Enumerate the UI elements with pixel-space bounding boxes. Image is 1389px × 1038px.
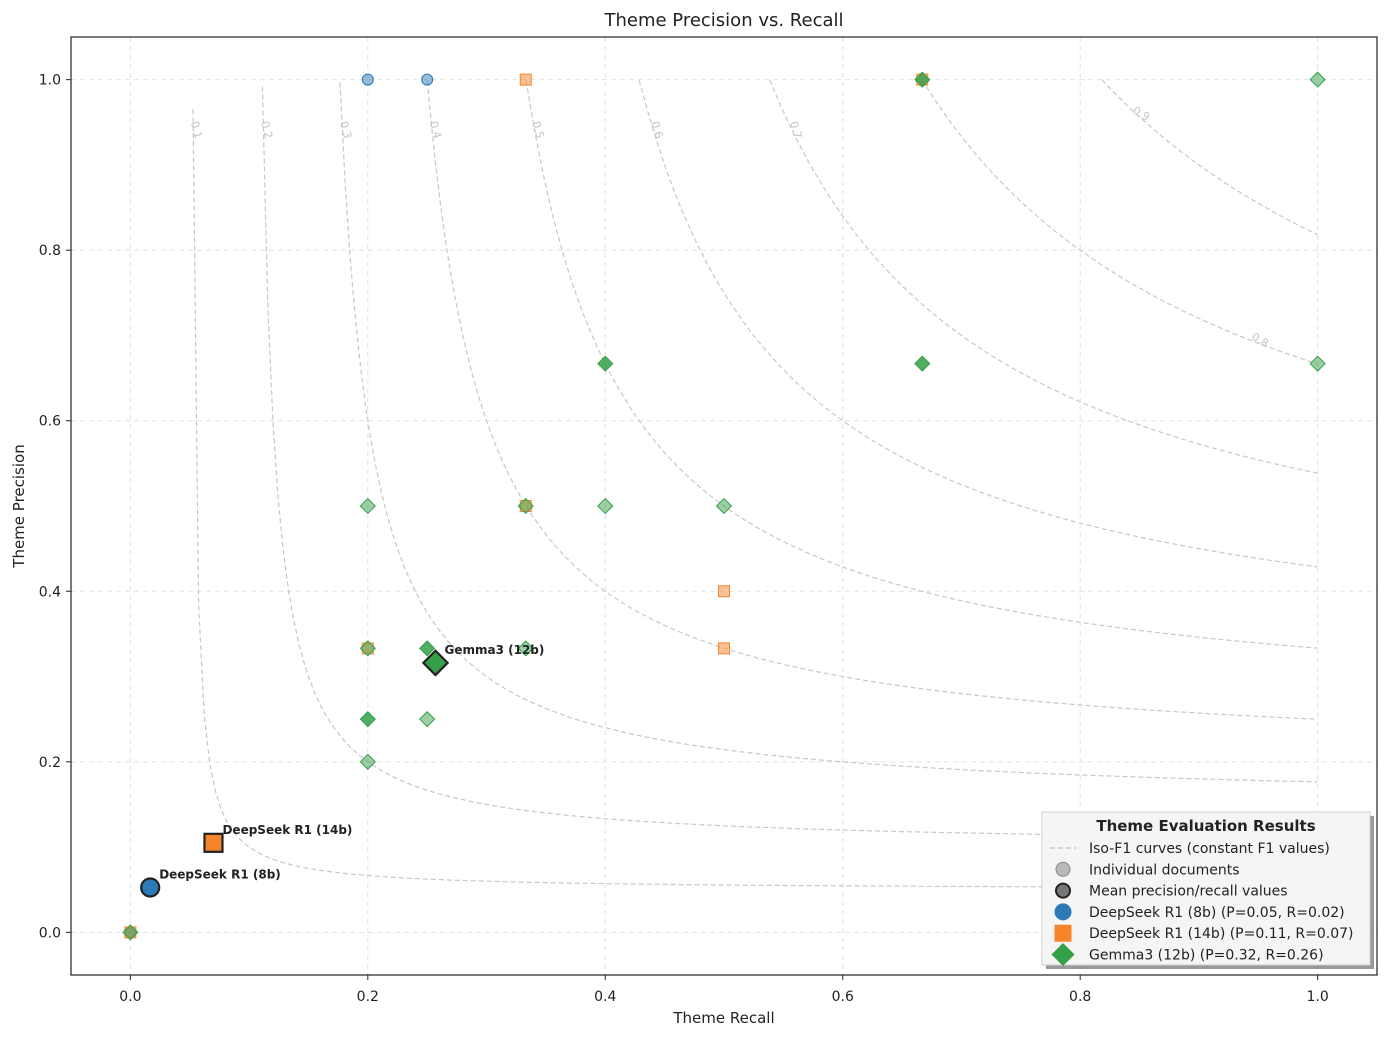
iso-f1-label: 0.8 [1249,330,1271,350]
x-axis-label: Theme Recall [672,1009,774,1027]
x-tick-label: 0.8 [1069,989,1091,1005]
mean-marker-circle [140,877,161,898]
data-point-diamond [359,640,376,657]
data-point-diamond [1309,71,1326,88]
plot-frame [70,36,1378,976]
y-tick-label: 1.0 [39,73,61,89]
y-tick-label: 0.8 [39,243,61,259]
data-point-square [519,73,532,86]
iso-f1-curve [525,80,1318,649]
data-point-diamond [419,640,436,657]
x-tick-label: 0.6 [832,989,854,1005]
mean-annotation: DeepSeek R1 (14b) [222,823,352,837]
legend-series-swatch [1054,903,1072,921]
data-point-square [718,585,730,598]
legend-entry: Gemma3 (12b) (P=0.32, R=0.26) [1089,948,1324,964]
y-axis-ticks: 0.0 0.2 0.4 0.6 0.8 1.0 [39,73,71,941]
data-point-diamond [359,497,376,515]
data-point-square [718,642,730,655]
legend-box [1041,811,1371,966]
x-tick-label: 1.0 [1307,989,1329,1005]
iso-f1-curve [192,109,1318,889]
y-axis-label: Theme Precision [10,444,28,568]
data-point-diamond [517,640,534,657]
iso-f1-label: 0.5 [530,120,547,140]
y-tick-label: 0.2 [39,755,61,771]
legend-individual-swatch [1055,861,1071,877]
document-points [122,71,1326,941]
iso-f1-curves: 0.1 0.2 0.3 0.4 0.5 0.6 0.7 0.8 0.9 [188,79,1318,889]
iso-f1-label: 0.7 [787,120,804,140]
legend-series-swatch [1054,924,1072,942]
iso-f1-label: 0.6 [648,120,665,140]
legend-title: Theme Evaluation Results [1096,817,1315,835]
data-point-diamond [914,355,931,372]
legend-entry: Iso-F1 curves (constant F1 values) [1089,841,1330,857]
legend-entry: Individual documents [1089,862,1240,878]
mean-annotation: Gemma3 (12b) [444,643,544,657]
data-point-diamond [1309,355,1326,372]
data-point-diamond [914,71,931,88]
mean-annotation: DeepSeek R1 (8b) [159,868,281,882]
x-tick-label: 0.4 [594,989,616,1005]
mean-marker-square [203,832,224,853]
legend-mean-swatch [1055,882,1071,899]
data-point-diamond [715,497,733,515]
y-tick-label: 0.6 [39,414,61,430]
y-tick-label: 0.4 [39,584,61,600]
chart-title: Theme Precision vs. Recall [603,10,843,31]
data-point-diamond [122,924,139,941]
data-point-circle [361,73,374,86]
iso-f1-label: 0.3 [337,120,354,140]
data-point-diamond [359,753,376,770]
x-tick-label: 0.0 [119,989,141,1005]
y-tick-label: 0.0 [39,925,61,941]
mean-annotations: DeepSeek R1 (8b) DeepSeek R1 (14b) Gemma3 … [159,643,544,882]
legend-series-swatch [1051,942,1075,967]
iso-f1-label: 0.1 [188,120,205,140]
iso-f1-label: 0.4 [427,120,444,140]
iso-f1-curve [261,86,1318,839]
legend-entry: DeepSeek R1 (14b) (P=0.11, R=0.07) [1089,926,1354,942]
data-point-circle [421,73,434,86]
data-point-diamond [597,497,614,515]
data-point-diamond [359,711,376,728]
iso-f1-curve [638,79,1318,568]
iso-f1-curve [339,82,1318,783]
legend-entry: DeepSeek R1 (8b) (P=0.05, R=0.02) [1089,905,1345,921]
data-point-diamond [597,355,614,372]
mean-marker-diamond [421,649,450,677]
x-tick-label: 0.2 [357,989,379,1005]
legend: Theme Evaluation Results Iso-F1 curves (c… [1041,811,1374,969]
iso-f1-curve [921,79,1318,365]
iso-f1-curve [426,80,1318,720]
iso-f1-curve [1101,79,1318,236]
iso-f1-curve [769,79,1318,474]
data-point-diamond [517,497,534,515]
x-axis-ticks: 0.0 0.2 0.4 0.6 0.8 1.0 [119,975,1329,1005]
iso-f1-label: 0.2 [258,120,275,140]
mean-markers [140,649,450,898]
iso-f1-label: 0.9 [1130,104,1152,124]
legend-entry: Mean precision/recall values [1089,884,1288,900]
data-point-diamond [419,711,436,728]
